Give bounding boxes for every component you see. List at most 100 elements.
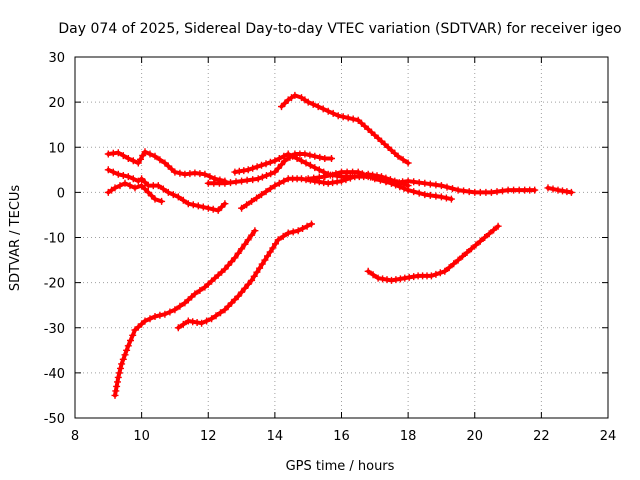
data-point-marker xyxy=(231,254,239,262)
data-point-marker xyxy=(116,182,124,190)
data-point-marker xyxy=(531,186,539,194)
data-point-marker xyxy=(281,157,289,165)
data-point-marker xyxy=(432,181,440,189)
data-point-marker xyxy=(308,220,315,228)
data-point-marker xyxy=(262,160,270,168)
data-point-marker xyxy=(499,187,506,195)
data-point-marker xyxy=(311,152,319,160)
data-point-marker xyxy=(184,200,192,208)
data-point-marker xyxy=(199,203,207,211)
data-point-marker xyxy=(137,155,144,163)
data-series xyxy=(104,91,575,399)
data-point-marker xyxy=(148,192,156,200)
data-point-marker xyxy=(304,98,312,106)
data-point-marker xyxy=(117,364,124,372)
data-point-marker xyxy=(289,228,297,236)
data-point-marker xyxy=(249,164,257,172)
data-point-marker xyxy=(358,170,366,178)
data-point-marker xyxy=(280,152,288,160)
data-point-marker xyxy=(217,309,224,317)
series-track-2 xyxy=(104,148,229,185)
data-point-marker xyxy=(410,188,418,196)
data-point-marker xyxy=(114,378,121,386)
data-point-marker xyxy=(266,158,274,166)
data-point-marker xyxy=(114,170,122,178)
data-point-marker xyxy=(209,205,217,213)
data-point-marker xyxy=(354,168,362,176)
data-point-marker xyxy=(266,185,274,193)
data-point-marker xyxy=(129,331,137,339)
data-point-marker xyxy=(383,276,391,284)
data-point-marker xyxy=(309,100,317,108)
x-tick-label: 24 xyxy=(600,429,617,444)
data-point-marker xyxy=(342,176,350,184)
series-track-9 xyxy=(544,184,575,196)
data-point-marker xyxy=(316,153,324,161)
x-tick-label: 10 xyxy=(133,429,150,444)
data-point-marker xyxy=(238,204,246,212)
data-point-marker xyxy=(144,188,152,196)
data-point-marker xyxy=(238,177,246,185)
data-point-marker xyxy=(334,112,342,120)
data-point-marker xyxy=(490,226,498,234)
data-point-marker xyxy=(240,167,248,175)
data-point-marker xyxy=(267,170,275,178)
data-point-marker xyxy=(196,287,204,294)
data-point-marker xyxy=(228,258,236,266)
data-point-marker xyxy=(124,173,132,181)
data-point-marker xyxy=(124,342,132,350)
data-point-marker xyxy=(228,299,236,307)
data-point-marker xyxy=(549,185,557,193)
data-point-marker xyxy=(338,177,345,185)
data-point-marker xyxy=(344,114,352,122)
data-point-marker xyxy=(248,231,256,239)
data-point-marker xyxy=(171,168,179,176)
data-point-marker xyxy=(141,185,149,193)
data-point-marker xyxy=(298,157,305,165)
data-point-marker xyxy=(238,245,246,253)
data-point-marker xyxy=(274,164,282,172)
data-point-marker xyxy=(284,150,292,158)
data-point-marker xyxy=(264,252,271,260)
data-point-marker xyxy=(159,185,167,193)
data-point-marker xyxy=(146,150,154,158)
data-point-marker xyxy=(454,186,462,194)
data-point-marker xyxy=(118,360,126,368)
data-point-marker xyxy=(129,175,137,183)
data-point-marker xyxy=(224,302,232,310)
data-point-marker xyxy=(319,105,327,113)
data-point-marker xyxy=(231,168,239,176)
data-point-marker xyxy=(437,182,445,190)
data-point-marker xyxy=(449,185,456,193)
data-point-marker xyxy=(176,169,184,177)
chart-title: Day 074 of 2025, Sidereal Day-to-day VTE… xyxy=(58,21,621,37)
data-point-marker xyxy=(320,168,328,176)
data-point-marker xyxy=(151,195,159,203)
data-point-marker xyxy=(289,152,297,160)
data-point-marker xyxy=(415,189,423,197)
data-point-marker xyxy=(349,115,357,123)
data-point-marker xyxy=(278,161,285,168)
data-point-marker xyxy=(141,317,149,325)
data-point-marker xyxy=(201,170,209,178)
data-point-marker xyxy=(139,152,147,159)
data-point-marker xyxy=(258,161,265,169)
data-point-marker xyxy=(447,195,455,203)
data-point-marker xyxy=(274,236,282,244)
data-point-marker xyxy=(208,315,216,323)
data-point-marker xyxy=(113,382,121,390)
data-point-marker xyxy=(481,234,489,241)
data-point-marker xyxy=(376,176,384,184)
data-point-marker xyxy=(121,179,129,187)
data-point-marker xyxy=(131,184,139,192)
data-point-marker xyxy=(459,252,466,260)
data-point-marker xyxy=(437,193,445,201)
data-point-marker xyxy=(299,225,307,232)
data-point-marker xyxy=(284,229,292,237)
data-point-marker xyxy=(234,292,242,300)
data-point-marker xyxy=(244,166,252,174)
data-point-marker xyxy=(214,206,222,214)
data-point-marker xyxy=(432,192,440,200)
data-point-marker xyxy=(189,318,197,326)
